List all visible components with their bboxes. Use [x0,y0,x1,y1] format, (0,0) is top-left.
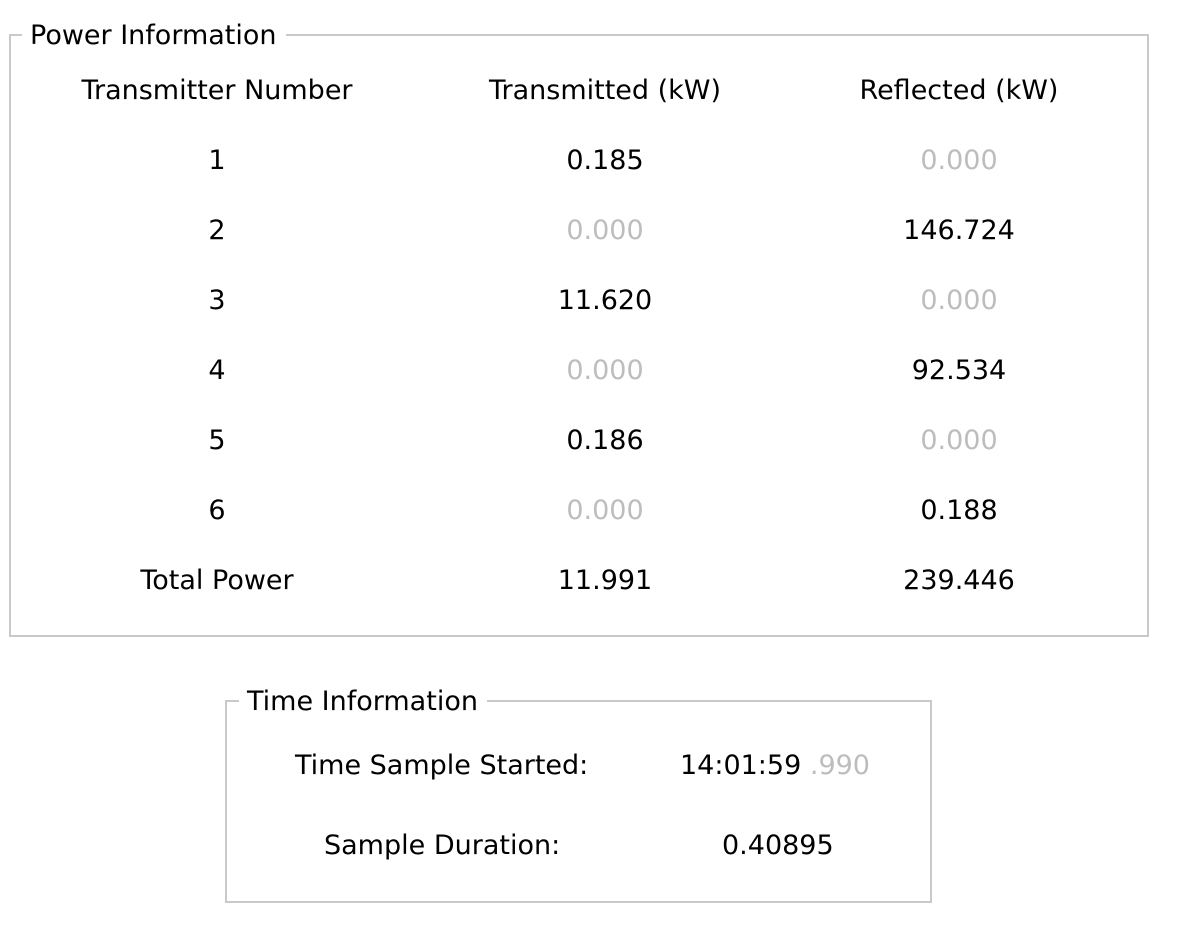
power-information-title: Power Information [22,19,286,53]
reflected-value: 0.000 [920,425,998,456]
transmitted-value: 0.186 [566,425,644,456]
reflected-value: 92.534 [911,355,1007,386]
transmitted-value: 0.000 [566,215,644,246]
reflected-value: 146.724 [903,215,1015,246]
column-header-reflected: Reflected (kW) [859,75,1059,106]
reflected-value: 0.188 [920,495,998,526]
transmitted-value: 0.000 [566,495,644,526]
transmitter-number: 6 [208,495,226,526]
power-information-group: Power Information Transmitter Number Tra… [9,19,1149,637]
total-transmitted-value: 11.991 [557,565,653,596]
transmitter-number: 5 [208,425,226,456]
column-header-transmitted: Transmitted (kW) [488,75,722,106]
transmitted-value: 0.000 [566,355,644,386]
column-header-transmitter-number: Transmitter Number [81,75,353,106]
transmitted-value: 11.620 [557,285,653,316]
transmitter-number: 2 [208,215,226,246]
reflected-value: 0.000 [920,145,998,176]
transmitter-number: 1 [208,145,226,176]
total-reflected-value: 239.446 [903,565,1015,596]
sample-duration-value: 0.40895 [722,830,834,861]
time-information-group: Time Information Time Sample Started: 14… [225,685,932,903]
time-sample-started-label: Time Sample Started: [295,750,589,781]
transmitter-number: 3 [208,285,226,316]
transmitted-value: 0.185 [566,145,644,176]
transmitter-number: 4 [208,355,226,386]
sample-duration-label: Sample Duration: [324,830,561,861]
time-sample-started-value: 14:01:59 .990 [680,749,870,783]
time-information-title: Time Information [239,685,487,719]
total-power-label: Total Power [140,565,294,596]
time-sample-started-time: 14:01:59 [680,750,802,781]
time-sample-started-fraction: .990 [809,750,870,781]
reflected-value: 0.000 [920,285,998,316]
